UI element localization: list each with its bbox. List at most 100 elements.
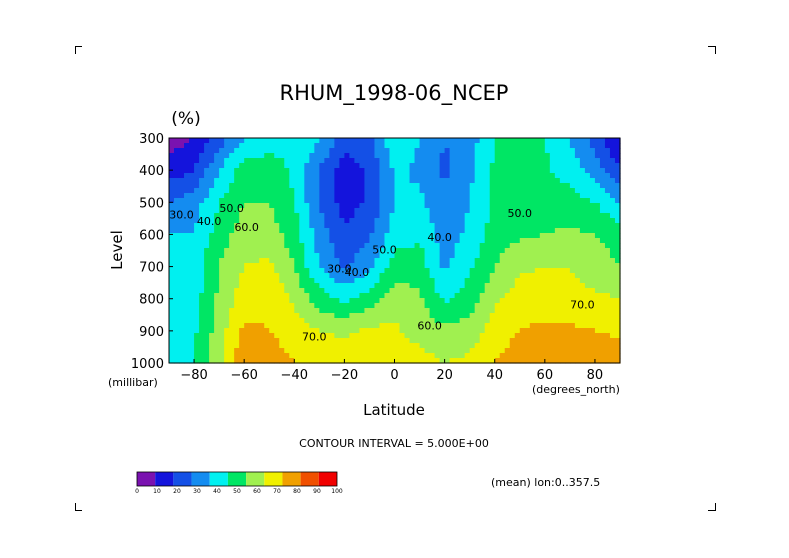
- heatmap-cell: [354, 178, 361, 184]
- heatmap-cell: [569, 143, 576, 149]
- heatmap-cell: [514, 208, 521, 214]
- heatmap-cell: [404, 323, 411, 329]
- heatmap-cell: [249, 228, 255, 234]
- heatmap-cell: [334, 138, 340, 144]
- heatmap-cell: [304, 193, 310, 199]
- heatmap-cell: [464, 223, 471, 229]
- heatmap-cell: [449, 193, 456, 199]
- heatmap-cell: [394, 258, 401, 264]
- heatmap-cell: [519, 293, 526, 299]
- heatmap-cell: [224, 303, 230, 309]
- heatmap-cell: [304, 173, 310, 179]
- heatmap-cell: [209, 188, 215, 194]
- heatmap-cell: [289, 188, 295, 194]
- heatmap-cell: [334, 343, 340, 349]
- heatmap-cell: [529, 208, 536, 214]
- heatmap-cell: [449, 198, 456, 204]
- heatmap-cell: [289, 288, 295, 294]
- heatmap-cell: [294, 243, 300, 249]
- colorbar-tick-label: 40: [213, 488, 221, 495]
- heatmap-cell: [179, 243, 185, 249]
- heatmap-cell: [589, 338, 596, 344]
- heatmap-cell: [489, 243, 496, 249]
- heatmap-cell: [409, 203, 416, 209]
- heatmap-cell: [439, 243, 446, 249]
- heatmap-cell: [214, 178, 220, 184]
- heatmap-cell: [319, 143, 325, 149]
- heatmap-cell: [269, 213, 275, 219]
- heatmap-cell: [264, 313, 270, 319]
- heatmap-cell: [269, 198, 275, 204]
- heatmap-cell: [199, 258, 205, 264]
- heatmap-cell: [414, 278, 421, 284]
- heatmap-cell: [389, 183, 396, 189]
- heatmap-cell: [184, 348, 190, 354]
- heatmap-cell: [174, 298, 180, 304]
- heatmap-cell: [209, 303, 215, 309]
- heatmap-cell: [509, 198, 516, 204]
- heatmap-cell: [364, 228, 371, 234]
- heatmap-cell: [529, 258, 536, 264]
- heatmap-cell: [504, 243, 511, 249]
- heatmap-cell: [469, 183, 476, 189]
- heatmap-cell: [249, 263, 255, 269]
- heatmap-cell: [379, 143, 386, 149]
- heatmap-cell: [389, 303, 396, 309]
- heatmap-cell: [529, 343, 536, 349]
- heatmap-cell: [314, 143, 320, 149]
- heatmap-cell: [344, 328, 350, 334]
- heatmap-cell: [574, 188, 581, 194]
- heatmap-cell: [509, 273, 516, 279]
- heatmap-cell: [224, 268, 230, 274]
- heatmap-cell: [379, 338, 386, 344]
- heatmap-cell: [314, 333, 320, 339]
- heatmap-cell: [409, 333, 416, 339]
- heatmap-cell: [369, 283, 376, 289]
- heatmap-cell: [419, 208, 426, 214]
- heatmap-cell: [479, 323, 486, 329]
- heatmap-cell: [349, 268, 356, 274]
- heatmap-cell: [579, 258, 586, 264]
- heatmap-cell: [254, 323, 260, 329]
- heatmap-cell: [599, 143, 606, 149]
- heatmap-cell: [274, 268, 280, 274]
- heatmap-cell: [499, 193, 506, 199]
- heatmap-cell: [554, 183, 561, 189]
- heatmap-cell: [499, 268, 506, 274]
- heatmap-cell: [614, 173, 621, 179]
- heatmap-cell: [579, 318, 586, 324]
- heatmap-cell: [589, 268, 596, 274]
- heatmap-cell: [414, 168, 421, 174]
- heatmap-cell: [259, 218, 265, 224]
- heatmap-cell: [419, 178, 426, 184]
- heatmap-cell: [594, 153, 601, 159]
- heatmap-cell: [304, 188, 310, 194]
- heatmap-cell: [189, 248, 195, 254]
- heatmap-cell: [389, 158, 396, 164]
- heatmap-cell: [249, 343, 255, 349]
- heatmap-cell: [464, 298, 471, 304]
- heatmap-cell: [409, 178, 416, 184]
- heatmap-cell: [459, 288, 466, 294]
- heatmap-cell: [274, 253, 280, 259]
- heatmap-cell: [584, 298, 591, 304]
- heatmap-cell: [454, 188, 461, 194]
- heatmap-cell: [594, 193, 601, 199]
- heatmap-cell: [394, 353, 401, 359]
- heatmap-cell: [559, 143, 566, 149]
- heatmap-cell: [614, 238, 621, 244]
- heatmap-cell: [284, 253, 290, 259]
- heatmap-cell: [564, 158, 571, 164]
- heatmap-cell: [384, 228, 391, 234]
- heatmap-cell: [344, 193, 350, 199]
- heatmap-cell: [364, 198, 371, 204]
- heatmap-cell: [219, 253, 225, 259]
- heatmap-cell: [549, 218, 556, 224]
- heatmap-cell: [239, 298, 245, 304]
- heatmap-cell: [394, 233, 401, 239]
- heatmap-cell: [284, 183, 290, 189]
- heatmap-cell: [564, 313, 571, 319]
- heatmap-cell: [209, 308, 215, 314]
- heatmap-cell: [169, 183, 175, 189]
- heatmap-cell: [449, 238, 456, 244]
